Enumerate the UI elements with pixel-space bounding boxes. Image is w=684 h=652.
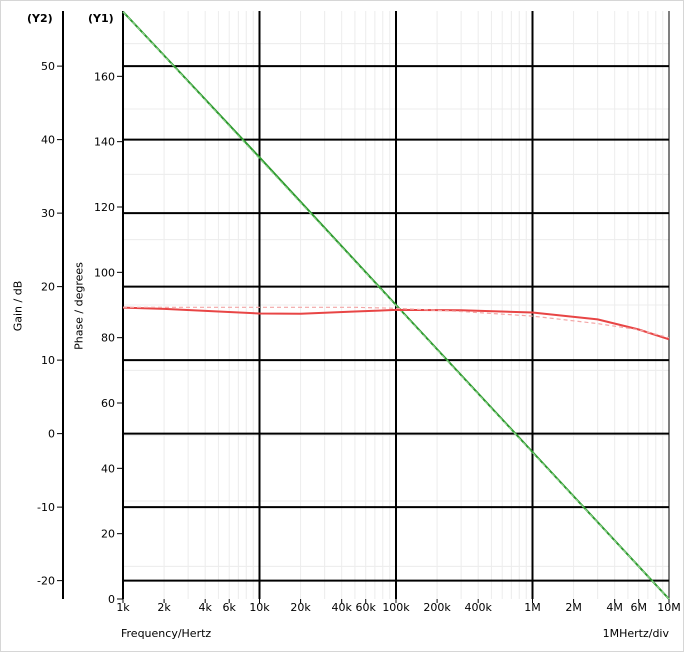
y1-tick-label: 160 (94, 70, 115, 83)
y1-axis-label: Phase / degrees (72, 262, 86, 350)
y1-tick-label: 0 (108, 593, 115, 606)
y2-tick-label: 30 (41, 207, 55, 220)
x-tick-label: 400k (464, 601, 492, 614)
y2-axis-label: Gain / dB (11, 280, 25, 332)
x-tick-label: 2M (565, 601, 582, 614)
x-tick-label: 200k (423, 601, 451, 614)
y2-marker: (Y2) (27, 12, 53, 25)
y1-tick-label: 120 (94, 201, 115, 214)
y1-tick-label: 40 (101, 462, 115, 475)
x-tick-label: 4M (606, 601, 623, 614)
x-tick-label: 20k (290, 601, 311, 614)
x-div-label: 1MHertz/div (602, 627, 669, 640)
x-tick-label: 100k (382, 601, 410, 614)
y2-tick-label: 40 (41, 134, 55, 147)
y1-tick-label: 80 (101, 332, 115, 345)
y1-marker: (Y1) (88, 12, 114, 25)
x-tick-label: 60k (356, 601, 377, 614)
x-tick-label: 10M (657, 601, 681, 614)
x-tick-label: 10k (249, 601, 270, 614)
y1-tick-label: 140 (94, 136, 115, 149)
phase-series-line-2 (122, 306, 670, 341)
x-tick-label: 40k (331, 601, 352, 614)
y2-tick-label: 20 (41, 281, 55, 294)
y2-tick-label: -10 (37, 501, 55, 514)
phase-series-line-3 (123, 306, 670, 339)
y2-tick-label: -20 (37, 575, 55, 588)
gain-series-line-1 (122, 11, 670, 600)
x-tick-label: 2k (157, 601, 171, 614)
y2-tick-label: 0 (48, 428, 55, 441)
x-axis-label: Frequency/Hertz (121, 627, 212, 640)
x-tick-label: 4k (198, 601, 212, 614)
x-tick-label: 1M (524, 601, 541, 614)
y2-tick-label: 10 (41, 354, 55, 367)
x-tick-label: 1k (116, 601, 130, 614)
y1-tick-label: 20 (101, 528, 115, 541)
y1-tick-label: 60 (101, 397, 115, 410)
x-tick-label: 6M (630, 601, 647, 614)
y2-tick-label: 50 (41, 60, 55, 73)
x-tick-label: 6k (223, 601, 237, 614)
y1-tick-label: 100 (94, 266, 115, 279)
